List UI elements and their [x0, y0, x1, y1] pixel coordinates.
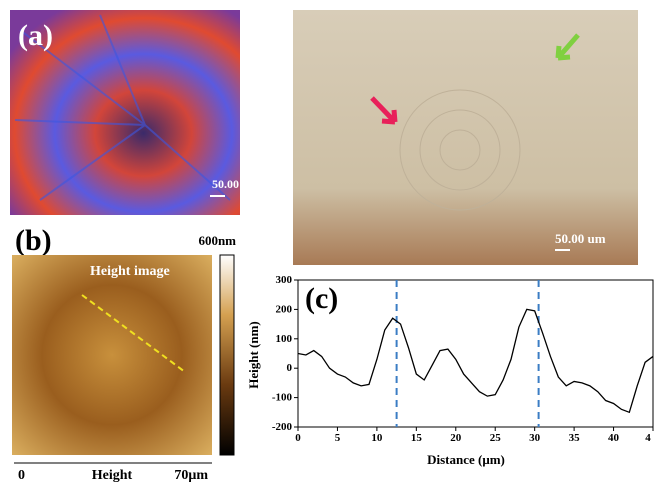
scale-text: 50.00 um	[555, 231, 606, 246]
x-tick-label: 30	[529, 432, 541, 444]
axis-label: 0	[18, 468, 25, 482]
y-tick-label: 100	[276, 333, 293, 345]
colorbar	[220, 255, 234, 455]
colorbar-label: 600nm	[198, 233, 236, 248]
axis-title: Height	[92, 468, 133, 482]
panel-label: (a)	[18, 19, 53, 52]
x-axis-title: Distance (μm)	[427, 452, 505, 467]
axis-label: 70μm	[174, 468, 208, 482]
x-tick-label: 4	[645, 432, 651, 444]
x-tick-label: 5	[335, 432, 341, 444]
image-title: Height image	[90, 264, 170, 279]
y-tick-label: -100	[272, 392, 293, 404]
chart-annotation: (c)	[305, 282, 338, 315]
x-tick-label: 35	[569, 432, 581, 444]
plot-frame	[298, 280, 653, 427]
x-tick-label: 40	[608, 432, 620, 444]
x-tick-label: 15	[411, 432, 423, 444]
x-tick-label: 25	[490, 432, 502, 444]
y-tick-label: 0	[287, 362, 293, 374]
x-tick-label: 0	[295, 432, 301, 444]
optical-image	[293, 10, 638, 265]
x-tick-label: 10	[371, 432, 383, 444]
page: {"panel_a":{"label":"(a)","scale_left":"…	[0, 0, 654, 482]
figure: (a) 50.00 um 50.00 um (b) Height image 6…	[0, 0, 654, 482]
y-axis-title: Height (nm)	[246, 321, 261, 389]
scale-text: 50.00 um	[212, 177, 259, 191]
profile-line	[298, 309, 653, 412]
y-tick-label: 300	[276, 274, 293, 286]
x-tick-label: 20	[450, 432, 462, 444]
y-tick-label: -200	[272, 421, 293, 433]
afm-image	[12, 255, 212, 455]
panel-label: (b)	[15, 224, 52, 257]
y-tick-label: 200	[276, 303, 293, 315]
